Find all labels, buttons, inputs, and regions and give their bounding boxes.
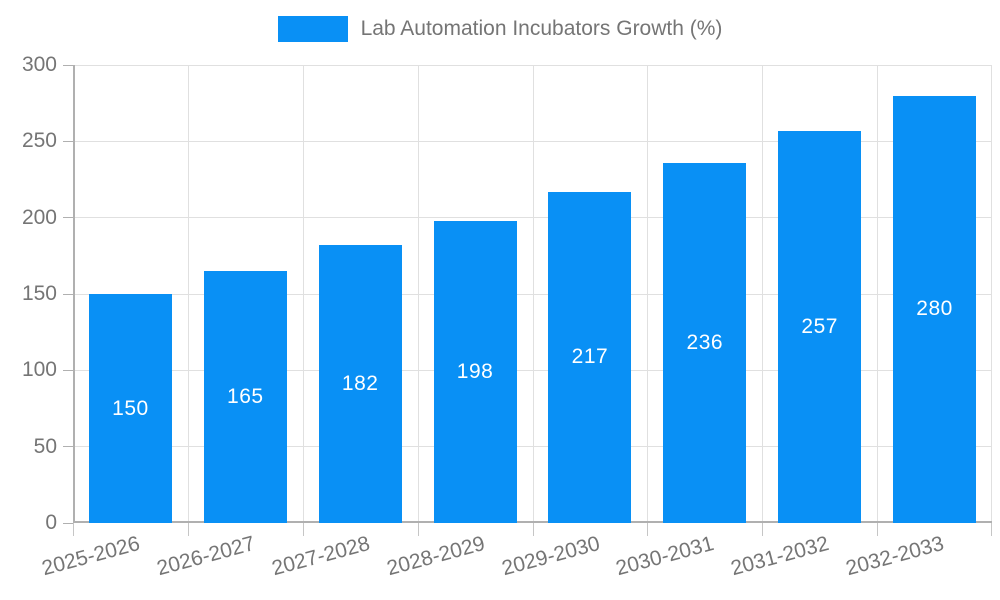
x-tick-label: 2032-2033 xyxy=(843,532,947,581)
y-tick-mark xyxy=(63,446,73,448)
plot-area: 0 50 100 150 200 250 300 150 2025-2026 165 2026-20… xyxy=(22,54,992,580)
v-gridline xyxy=(417,65,419,523)
y-tick-label: 100 xyxy=(21,358,57,382)
y-tick-mark xyxy=(63,522,73,524)
y-tick-mark xyxy=(63,140,73,142)
y-tick-mark xyxy=(63,64,73,66)
y-axis-line xyxy=(73,65,75,523)
x-tick-label: 2027-2028 xyxy=(269,532,373,581)
y-tick-mark xyxy=(63,217,73,219)
v-gridline xyxy=(532,65,534,523)
bar: 198 xyxy=(433,220,517,523)
y-tick-label: 50 xyxy=(33,434,57,458)
x-tick-mark xyxy=(302,523,304,536)
bar-value-label: 150 xyxy=(112,396,149,420)
y-tick-label: 250 xyxy=(21,129,57,153)
v-gridline xyxy=(877,65,879,523)
bar-value-label: 198 xyxy=(456,359,494,383)
x-tick-mark xyxy=(73,523,74,536)
legend-swatch xyxy=(277,16,348,42)
v-gridline xyxy=(762,65,764,523)
bar: 150 xyxy=(88,294,172,523)
v-gridline xyxy=(187,65,189,523)
x-tick-mark xyxy=(187,523,189,536)
x-tick-label: 2026-2027 xyxy=(154,532,258,581)
bar: 280 xyxy=(893,95,977,523)
y-tick-label: 300 xyxy=(21,53,57,76)
x-tick-mark xyxy=(991,523,992,536)
bar-value-label: 257 xyxy=(801,314,838,338)
x-tick-mark xyxy=(877,523,879,536)
x-tick-mark xyxy=(647,523,649,536)
legend: Lab Automation Incubators Growth (%) xyxy=(0,16,1000,42)
bar: 217 xyxy=(548,191,632,523)
bar-value-label: 182 xyxy=(341,372,379,396)
x-tick-label: 2025-2026 xyxy=(39,532,143,581)
bar: 182 xyxy=(318,245,402,523)
y-tick-label: 150 xyxy=(21,282,57,305)
x-tick-mark xyxy=(762,523,764,536)
bar: 257 xyxy=(778,130,862,523)
y-tick-mark xyxy=(63,293,73,295)
v-gridline xyxy=(302,65,304,523)
x-tick-label: 2030-2031 xyxy=(613,532,717,581)
bar-value-label: 280 xyxy=(916,297,953,321)
bar: 236 xyxy=(663,162,747,523)
bar: 165 xyxy=(203,271,287,523)
bar-value-label: 236 xyxy=(686,330,724,354)
x-tick-label: 2029-2030 xyxy=(498,532,602,581)
y-tick-label: 0 xyxy=(45,511,57,534)
v-gridline xyxy=(647,65,649,523)
x-axis-line xyxy=(73,521,992,523)
x-tick-label: 2031-2032 xyxy=(728,532,832,581)
x-tick-mark xyxy=(532,523,534,536)
x-tick-label: 2028-2029 xyxy=(384,532,488,581)
y-tick-mark xyxy=(63,369,73,371)
legend-label: Lab Automation Incubators Growth (%) xyxy=(360,17,723,40)
y-tick-label: 200 xyxy=(21,205,57,229)
x-tick-mark xyxy=(417,523,419,536)
bar-value-label: 217 xyxy=(571,345,609,369)
bar-value-label: 165 xyxy=(227,385,264,409)
v-gridline xyxy=(991,65,992,523)
